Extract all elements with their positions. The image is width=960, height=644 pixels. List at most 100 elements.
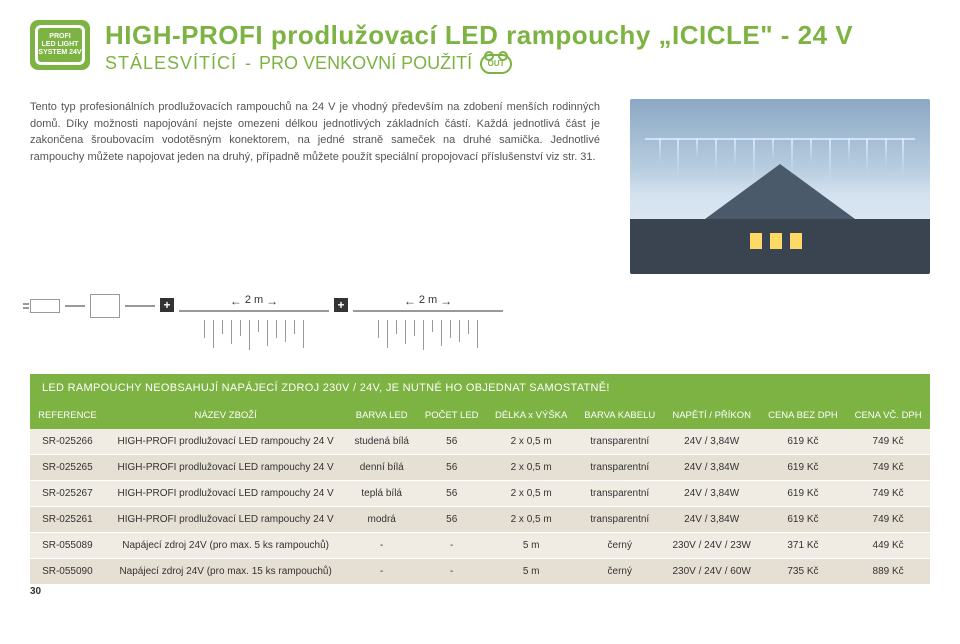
table-cell: 735 Kč [760,559,847,585]
table-row: SR-025266HIGH-PROFI prodlužovací LED ram… [30,429,930,455]
table-cell: SR-025267 [30,481,105,507]
product-photo [630,99,930,274]
table-row: SR-055090Napájecí zdroj 24V (pro max. 15… [30,559,930,585]
table-cell: 619 Kč [760,481,847,507]
subtitle: STÁLESVÍTÍCÍ - PRO VENKOVNÍ POUŽITÍ OUT [105,53,930,74]
product-table: REFERENCENÁZEV ZBOŽÍBARVA LEDPOČET LEDDÉ… [30,402,930,585]
table-cell: 24V / 3,84W [664,429,760,455]
catalog-page: PROFI LED LIGHT SYSTEM 24V HIGH-PROFI pr… [0,0,960,605]
column-header: REFERENCE [30,402,105,429]
table-cell: SR-025265 [30,455,105,481]
arrow-left-icon: ← [230,294,242,308]
table-cell: 56 [417,507,487,533]
column-header: CENA VČ. DPH [846,402,930,429]
table-row: SR-025265HIGH-PROFI prodlužovací LED ram… [30,455,930,481]
title-block: HIGH-PROFI prodlužovací LED rampouchy „I… [105,20,930,74]
outdoor-icon: OUT [480,54,512,74]
badge-text: PROFI LED LIGHT SYSTEM 24V [38,33,81,56]
description-text: Tento typ profesionálních prodlužovacích… [30,99,600,274]
column-header: CENA BEZ DPH [760,402,847,429]
table-cell: 889 Kč [846,559,930,585]
table-cell: 56 [417,429,487,455]
table-cell: - [346,533,416,559]
table-cell: transparentní [576,481,664,507]
table-cell: transparentní [576,455,664,481]
table-cell: HIGH-PROFI prodlužovací LED rampouchy 24… [105,507,347,533]
table-body: SR-025266HIGH-PROFI prodlužovací LED ram… [30,429,930,585]
table-cell: transparentní [576,507,664,533]
column-header: DÉLKA x VÝŠKA [487,402,576,429]
table-cell: HIGH-PROFI prodlužovací LED rampouchy 24… [105,455,347,481]
table-cell: 619 Kč [760,507,847,533]
column-header: POČET LED [417,402,487,429]
subtitle-usage: PRO VENKOVNÍ POUŽITÍ [259,53,472,74]
table-cell: černý [576,559,664,585]
plug-icon [30,299,60,313]
table-cell: HIGH-PROFI prodlužovací LED rampouchy 24… [105,481,347,507]
table-cell: studená bílá [346,429,416,455]
subtitle-mode: STÁLESVÍTÍCÍ [105,53,237,74]
column-header: BARVA KABELU [576,402,664,429]
table-cell: HIGH-PROFI prodlužovací LED rampouchy 24… [105,429,347,455]
table-cell: denní bílá [346,455,416,481]
profi-badge-icon: PROFI LED LIGHT SYSTEM 24V [30,20,90,70]
table-cell: 749 Kč [846,429,930,455]
connector-icon: + [160,298,174,312]
table-cell: SR-055089 [30,533,105,559]
table-row: SR-025261HIGH-PROFI prodlužovací LED ram… [30,507,930,533]
column-header: BARVA LED [346,402,416,429]
house-wall [630,219,930,274]
header: PROFI LED LIGHT SYSTEM 24V HIGH-PROFI pr… [30,20,930,74]
wiring-diagram: + ← 2 m → + ← [30,294,550,374]
table-cell: 56 [417,455,487,481]
table-cell: SR-055090 [30,559,105,585]
table-cell: Napájecí zdroj 24V (pro max. 15 ks rampo… [105,559,347,585]
connector-icon: + [334,298,348,312]
content-row: Tento typ profesionálních prodlužovacích… [30,99,930,274]
table-cell: teplá bílá [346,481,416,507]
table-header: REFERENCENÁZEV ZBOŽÍBARVA LEDPOČET LEDDÉ… [30,402,930,429]
arrow-left-icon: ← [404,294,416,308]
column-header: NAPĚTÍ / PŘÍKON [664,402,760,429]
table-cell: 24V / 3,84W [664,507,760,533]
table-cell: transparentní [576,429,664,455]
table-cell: černý [576,533,664,559]
table-cell: 24V / 3,84W [664,481,760,507]
table-cell: 230V / 24V / 60W [664,559,760,585]
arrow-right-icon: → [440,294,452,308]
table-cell: 230V / 24V / 23W [664,533,760,559]
table-cell: 24V / 3,84W [664,455,760,481]
table-cell: 2 x 0,5 m [487,429,576,455]
table-cell: modrá [346,507,416,533]
table-cell: 2 x 0,5 m [487,455,576,481]
table-cell: Napájecí zdroj 24V (pro max. 5 ks rampou… [105,533,347,559]
page-number: 30 [30,586,41,597]
table-cell: 5 m [487,533,576,559]
arrow-right-icon: → [266,294,278,308]
table-cell: 2 x 0,5 m [487,507,576,533]
segment-1: ← 2 m → [179,294,329,350]
table-cell: SR-025261 [30,507,105,533]
table-cell: 2 x 0,5 m [487,481,576,507]
table-cell: 371 Kč [760,533,847,559]
table-cell: 749 Kč [846,481,930,507]
table-cell: 749 Kč [846,507,930,533]
table-cell: 449 Kč [846,533,930,559]
transformer-icon [90,294,120,318]
table-cell: 619 Kč [760,429,847,455]
table-cell: SR-025266 [30,429,105,455]
column-header: NÁZEV ZBOŽÍ [105,402,347,429]
table-row: SR-055089Napájecí zdroj 24V (pro max. 5 … [30,533,930,559]
table-cell: 56 [417,481,487,507]
table-cell: - [346,559,416,585]
table-cell: 749 Kč [846,455,930,481]
table-cell: - [417,559,487,585]
table-cell: - [417,533,487,559]
segment-2: ← 2 m → [353,294,503,350]
table-cell: 5 m [487,559,576,585]
light-strand [645,138,915,198]
notice-banner: LED RAMPOUCHY NEOBSAHUJÍ NAPÁJECÍ ZDROJ … [30,374,930,402]
table-row: SR-025267HIGH-PROFI prodlužovací LED ram… [30,481,930,507]
page-title: HIGH-PROFI prodlužovací LED rampouchy „I… [105,20,930,51]
table-cell: 619 Kč [760,455,847,481]
